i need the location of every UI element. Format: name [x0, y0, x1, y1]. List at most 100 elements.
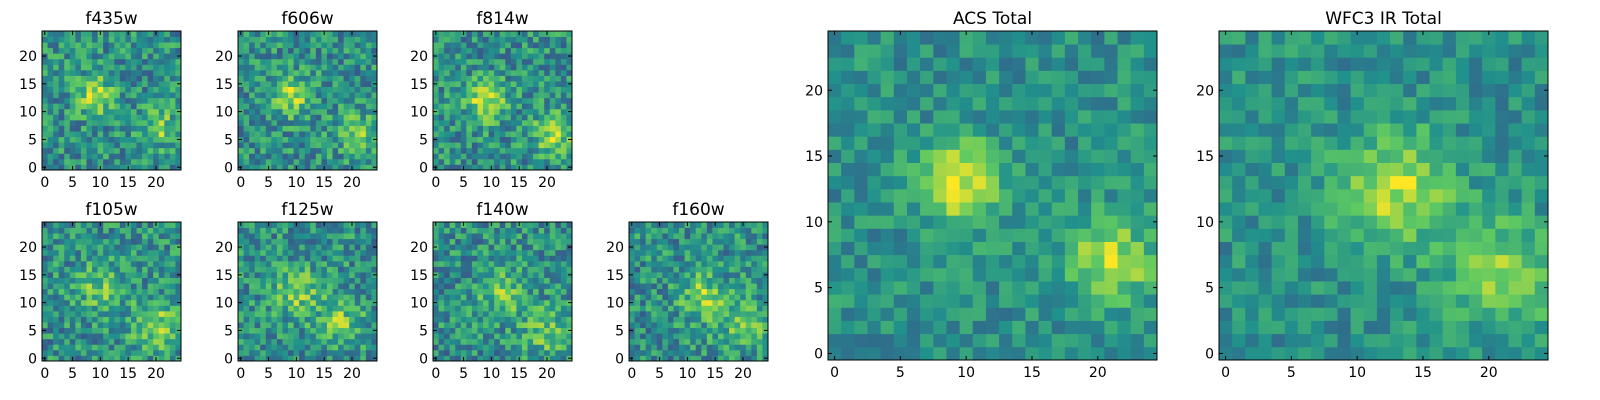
heatmap-cell — [164, 164, 171, 171]
heatmap-cell — [1130, 162, 1145, 177]
heatmap-cell — [555, 249, 562, 256]
heatmap-cell — [332, 255, 339, 262]
heatmap-cell — [533, 272, 540, 278]
heatmap-cell — [549, 142, 556, 149]
heatmap-cell — [449, 305, 456, 312]
heatmap-cell — [64, 31, 71, 37]
heatmap-cell — [97, 344, 104, 351]
heatmap-cell — [371, 119, 378, 126]
heatmap-cell — [249, 119, 256, 126]
heatmap-cell — [169, 31, 176, 37]
heatmap-cell — [946, 254, 960, 269]
heatmap-cell — [276, 260, 283, 267]
heatmap-cell — [667, 355, 674, 362]
heatmap-cell — [164, 64, 171, 71]
heatmap-cell — [153, 125, 160, 132]
heatmap-cell — [97, 42, 104, 49]
heatmap-cell — [86, 69, 93, 76]
heatmap-cell — [103, 53, 110, 60]
heatmap-cell — [175, 222, 182, 228]
heatmap-cell — [276, 249, 283, 256]
heatmap-cell — [92, 142, 98, 149]
heatmap-cell — [444, 86, 451, 93]
heatmap-cell — [58, 92, 65, 99]
heatmap-cell — [58, 136, 65, 143]
heatmap-cell — [717, 316, 724, 323]
heatmap-cell — [158, 255, 165, 262]
heatmap-cell — [471, 249, 478, 256]
heatmap-cell — [505, 344, 512, 351]
heatmap-cell — [114, 42, 121, 49]
heatmap-cell — [58, 114, 65, 121]
heatmap-cell — [125, 81, 132, 87]
heatmap-cell — [566, 142, 573, 149]
heatmap-cell — [701, 333, 708, 340]
heatmap-cell — [75, 299, 82, 306]
heatmap-cell — [243, 114, 250, 121]
heatmap-cell — [293, 260, 300, 267]
heatmap-cell — [946, 175, 960, 190]
heatmap-cell — [494, 64, 501, 71]
heatmap-cell — [488, 283, 495, 290]
heatmap-cell — [505, 277, 512, 284]
heatmap-cell — [740, 227, 747, 234]
heatmap-cell — [75, 119, 82, 126]
heatmap-cell — [505, 333, 512, 340]
heatmap-cell — [555, 75, 562, 82]
heatmap-cell — [488, 333, 495, 340]
heatmap-cell — [438, 238, 445, 245]
heatmap-cell — [97, 75, 104, 82]
heatmap-cell — [679, 349, 685, 356]
heatmap-cell — [516, 142, 523, 149]
heatmap-cell — [265, 260, 272, 267]
heatmap-cell — [147, 58, 154, 65]
heatmap-cell — [265, 125, 272, 132]
heatmap-cell — [449, 294, 456, 301]
heatmap-cell — [516, 53, 523, 60]
heatmap-cell — [53, 53, 60, 60]
heatmap-cell — [438, 338, 445, 345]
heatmap-cell — [365, 333, 372, 340]
heatmap-cell — [97, 305, 104, 312]
heatmap-cell — [499, 36, 506, 43]
x-tick-label: 10 — [287, 366, 305, 382]
heatmap-cell — [265, 316, 272, 323]
heatmap-cell — [75, 42, 82, 49]
heatmap-cell — [756, 344, 763, 351]
heatmap-cell — [477, 86, 484, 93]
heatmap-cell — [97, 272, 104, 278]
heatmap-cell — [125, 103, 132, 110]
heatmap-cell — [42, 322, 48, 329]
heatmap-cell — [64, 344, 71, 351]
heatmap-cell — [153, 283, 160, 290]
heatmap-cell — [343, 158, 350, 165]
heatmap-cell — [667, 238, 674, 245]
heatmap-cell — [238, 158, 244, 165]
heatmap-cell — [499, 75, 506, 82]
heatmap-cell — [169, 266, 176, 273]
heatmap-cell — [271, 238, 278, 245]
heatmap-cell — [80, 58, 87, 65]
heatmap-cell — [265, 64, 272, 71]
heatmap-cell — [343, 288, 350, 295]
heatmap-cell — [164, 277, 171, 284]
x-tick-label: 0 — [236, 366, 245, 382]
heatmap-cell — [332, 294, 339, 301]
heatmap-cell — [42, 294, 48, 301]
heatmap-cell — [260, 277, 267, 284]
heatmap-cell — [243, 86, 250, 93]
heatmap-cell — [153, 344, 160, 351]
heatmap-cell — [893, 333, 908, 348]
y-tick-label: 10 — [215, 105, 233, 121]
heatmap-cell — [238, 131, 244, 138]
heatmap-cell — [293, 125, 300, 132]
heatmap-cell — [360, 42, 367, 49]
heatmap-cell — [103, 333, 110, 340]
heatmap-cell — [276, 255, 283, 262]
heatmap-cell — [679, 222, 685, 228]
heatmap-cell — [80, 142, 87, 149]
heatmap-cell — [265, 158, 272, 165]
heatmap-cell — [80, 233, 87, 240]
heatmap-cell — [460, 244, 467, 251]
heatmap-cell — [97, 153, 104, 160]
